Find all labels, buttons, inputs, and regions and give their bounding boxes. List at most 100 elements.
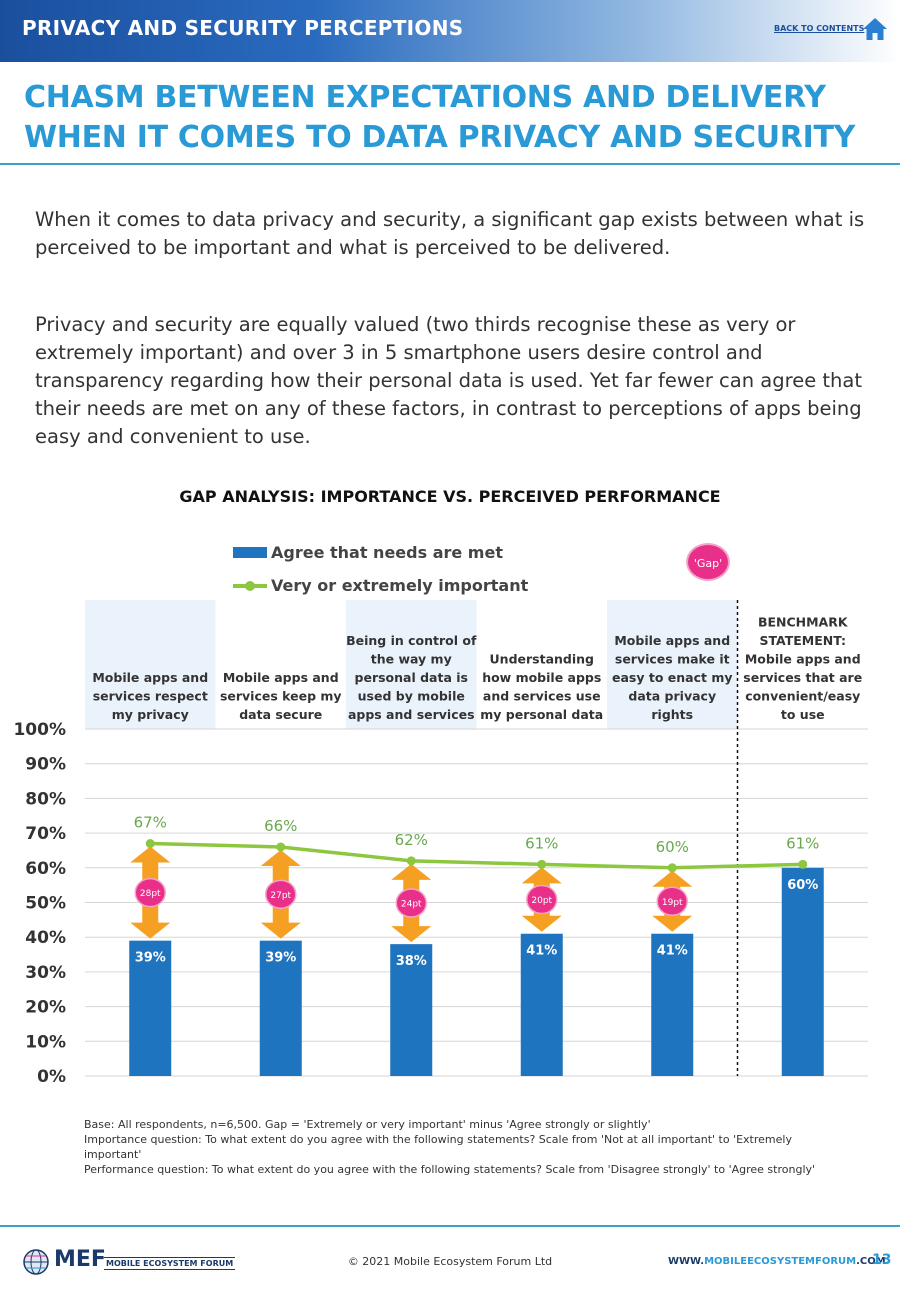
legend-label-line: Very or extremely important [271,576,529,595]
legend-swatch-line [233,580,267,591]
category-label: BENCHMARK [758,615,849,630]
category-header-bg [346,600,477,729]
category-label: Mobile apps and [614,633,730,648]
gap-label: 24pt [401,900,422,910]
footnote-performance: Performance question: To what extent do … [84,1163,816,1176]
bar [259,940,302,1076]
gap-label: 19pt [662,898,683,908]
category-label: Being in control of [346,633,477,648]
footer-logo-subtext: MOBILE ECOSYSTEM FORUM [104,1257,236,1270]
header-bar [0,0,900,62]
home-icon[interactable] [862,16,888,42]
line-data-label: 61% [525,834,558,852]
category-label: how mobile apps [482,670,601,685]
section-title: PRIVACY AND SECURITY PERCEPTIONS [22,16,464,40]
gap-badge [526,884,558,915]
category-label: convenient/easy [745,689,860,704]
page-title-line2: WHEN IT COMES TO DATA PRIVACY AND SECURI… [24,120,856,155]
y-tick-label: 20% [25,998,66,1018]
importance-point [145,839,155,849]
category-label: and services use [483,689,601,704]
gap-badge [395,888,427,918]
category-label: my privacy [112,707,189,722]
legend-item-line: Very or extremely important [233,576,528,595]
category-header-bg [85,600,216,729]
footnote-base: Base: All respondents, n=6,500. Gap = 'E… [84,1118,651,1131]
gap-legend-badge: 'Gap' [686,543,730,581]
y-tick-label: 100% [13,720,66,740]
line-data-label: 67% [134,814,167,832]
bar [520,933,563,1076]
importance-point [276,842,286,852]
url-suffix: .COM [856,1256,886,1267]
gap-badge [134,877,166,908]
chart-title: GAP ANALYSIS: IMPORTANCE VS. PERCEIVED P… [179,487,721,506]
y-tick-label: 10% [25,1032,66,1052]
bar [781,867,824,1076]
y-tick-label: 60% [25,859,66,879]
category-label: apps and services [348,707,475,722]
page-title: CHASM BETWEEN EXPECTATIONS AND DELIVERY … [24,78,884,158]
importance-point [406,856,416,866]
category-label: data secure [239,707,322,722]
line-data-label: 60% [656,838,689,856]
bar-data-label: 41% [657,944,688,959]
category-label: STATEMENT: [759,633,846,648]
category-label: the way my [371,652,452,667]
importance-point [798,859,808,869]
gap-analysis-chart: 0% 10% 20% 30% 40% 50% 60% 70% 80% 90% 100% Mobile … [13,600,868,1087]
page-number: 13 [872,1252,892,1268]
gap-label: 20pt [531,896,552,906]
gap-label: 27pt [270,891,291,901]
y-tick-label: 0% [37,1067,66,1087]
category-label: rights [651,707,693,722]
y-tick-label: 80% [25,789,66,809]
legend-swatch-bar [233,547,267,558]
y-tick-label: 40% [25,928,66,948]
bar-data-label: 60% [787,878,818,893]
gap-badge [265,879,297,910]
importance-point [667,863,677,873]
category-label: services keep my [220,689,342,704]
page-title-line1: CHASM BETWEEN EXPECTATIONS AND DELIVERY [24,80,826,115]
gap-label: 28pt [140,889,161,899]
category-label: Mobile apps and [223,670,339,685]
legend-item-bar: Agree that needs are met [233,543,503,562]
footer-copyright: © 2021 Mobile Ecosystem Forum Ltd [347,1255,553,1268]
category-header-bg [607,600,738,729]
intro-paragraph: When it comes to data privacy and securi… [35,208,865,259]
bar-data-label: 41% [526,944,557,959]
footnote-importance: Importance question: To what extent do y… [84,1133,792,1161]
category-label: Mobile apps and [745,652,861,667]
y-tick-label: 30% [25,963,66,983]
title-divider [0,163,900,165]
y-tick-label: 90% [25,755,66,775]
category-label: Mobile apps and [92,670,208,685]
bar [651,933,694,1076]
y-tick-label: 70% [25,824,66,844]
category-label: Understanding [490,652,594,667]
category-label: personal data is [355,670,468,685]
back-to-contents-link[interactable]: BACK TO CONTENTS [774,24,865,33]
bar [390,944,433,1076]
bar [129,940,172,1076]
category-label: easy to enact my [612,670,733,685]
category-label: to use [781,707,825,722]
footer-website-link[interactable]: WWW.MOBILEECOSYSTEMFORUM.COM [668,1256,886,1267]
footer-logo-text: MEF [54,1247,106,1272]
bar-data-label: 39% [265,951,296,966]
category-label: data privacy [628,689,716,704]
line-data-label: 61% [786,834,819,852]
category-label: used by mobile [358,689,465,704]
footer-divider [0,1225,900,1227]
detail-paragraph: Privacy and security are equally valued … [35,313,862,448]
url-highlight: MOBILEECOSYSTEMFORUM [704,1256,857,1267]
url-prefix: WWW. [668,1256,705,1267]
importance-point [537,859,547,869]
legend-label-bar: Agree that needs are met [271,543,503,562]
bar-data-label: 38% [396,954,427,969]
importance-line [150,841,803,870]
gap-badge [656,886,688,917]
category-label: services that are [743,670,862,685]
category-label: my personal data [480,707,603,722]
